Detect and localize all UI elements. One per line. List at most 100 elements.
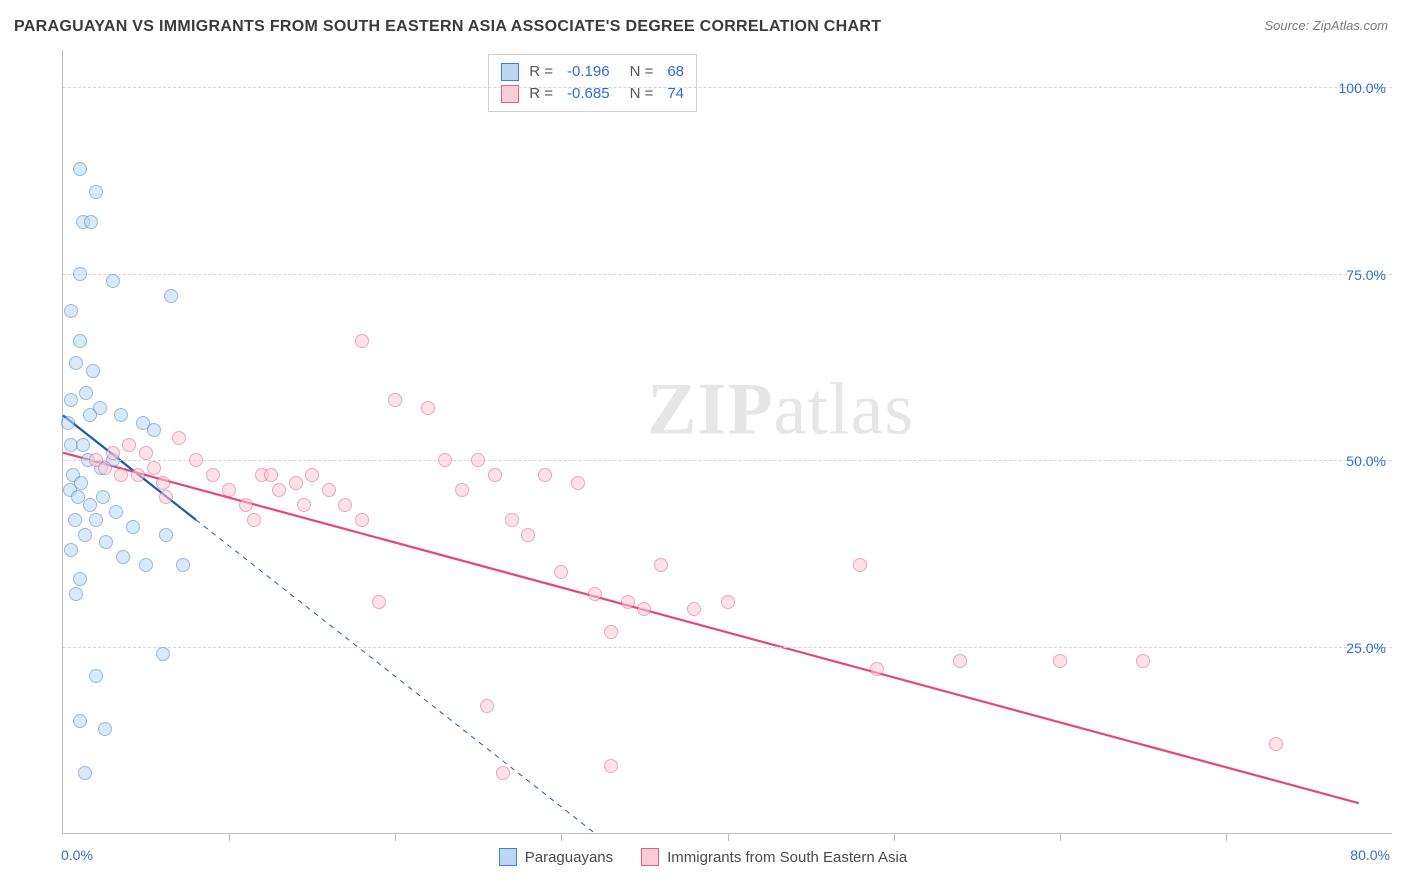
scatter-point (156, 647, 170, 661)
x-tick (561, 833, 562, 841)
scatter-point (1053, 654, 1067, 668)
y-tick-label: 100.0% (1339, 80, 1386, 96)
scatter-point (953, 654, 967, 668)
scatter-point (69, 356, 83, 370)
scatter-point (84, 215, 98, 229)
scatter-point (496, 766, 510, 780)
scatter-point (305, 468, 319, 482)
legend-label-pink: Immigrants from South Eastern Asia (667, 849, 907, 866)
r-value-blue: -0.196 (567, 61, 610, 83)
scatter-point (64, 393, 78, 407)
scatter-point (83, 498, 97, 512)
scatter-point (505, 513, 519, 527)
y-tick-label: 50.0% (1346, 453, 1386, 469)
scatter-point (388, 393, 402, 407)
scatter-point (139, 446, 153, 460)
scatter-point (853, 558, 867, 572)
x-tick (229, 833, 230, 841)
x-tick (728, 833, 729, 841)
scatter-point (64, 304, 78, 318)
scatter-point (189, 453, 203, 467)
scatter-point (159, 490, 173, 504)
scatter-point (272, 483, 286, 497)
scatter-point (68, 513, 82, 527)
scatter-point (156, 476, 170, 490)
legend-row-blue: R = -0.196 N = 68 (501, 61, 684, 83)
y-tick-label: 25.0% (1346, 640, 1386, 656)
scatter-point (471, 453, 485, 467)
scatter-point (554, 565, 568, 579)
scatter-point (131, 468, 145, 482)
scatter-point (122, 438, 136, 452)
gridline: 50.0% (63, 460, 1392, 461)
gridline: 75.0% (63, 274, 1392, 275)
scatter-point (106, 446, 120, 460)
scatter-point (89, 669, 103, 683)
scatter-point (355, 513, 369, 527)
blue-swatch (501, 63, 519, 81)
scatter-point (206, 468, 220, 482)
scatter-point (247, 513, 261, 527)
plot-area: ZIPatlas R = -0.196 N = 68 R = -0.685 N … (62, 50, 1392, 834)
x-tick (894, 833, 895, 841)
scatter-point (222, 483, 236, 497)
gridline: 100.0% (63, 87, 1392, 88)
scatter-point (264, 468, 278, 482)
scatter-point (164, 289, 178, 303)
scatter-point (139, 558, 153, 572)
correlation-legend: R = -0.196 N = 68 R = -0.685 N = 74 (488, 54, 697, 112)
blue-swatch (499, 848, 517, 866)
scatter-point (571, 476, 585, 490)
scatter-point (421, 401, 435, 415)
scatter-point (721, 595, 735, 609)
scatter-point (126, 520, 140, 534)
scatter-point (289, 476, 303, 490)
scatter-point (89, 185, 103, 199)
scatter-point (488, 468, 502, 482)
legend-item-pink: Immigrants from South Eastern Asia (641, 848, 907, 866)
scatter-point (438, 453, 452, 467)
scatter-point (64, 543, 78, 557)
scatter-point (114, 408, 128, 422)
scatter-point (604, 625, 618, 639)
scatter-point (538, 468, 552, 482)
scatter-point (159, 528, 173, 542)
scatter-point (73, 572, 87, 586)
scatter-point (604, 759, 618, 773)
scatter-point (86, 364, 100, 378)
scatter-point (83, 408, 97, 422)
r-label: R = (529, 61, 553, 83)
scatter-point (106, 274, 120, 288)
scatter-point (69, 587, 83, 601)
scatter-point (116, 550, 130, 564)
scatter-point (73, 267, 87, 281)
scatter-point (96, 490, 110, 504)
scatter-point (73, 334, 87, 348)
series-legend: Paraguayans Immigrants from South Easter… (14, 848, 1392, 866)
scatter-point (114, 468, 128, 482)
legend-item-blue: Paraguayans (499, 848, 613, 866)
x-tick (1060, 833, 1061, 841)
scatter-point (176, 558, 190, 572)
trend-lines (63, 50, 1392, 833)
scatter-point (455, 483, 469, 497)
scatter-point (355, 334, 369, 348)
scatter-point (588, 587, 602, 601)
scatter-point (99, 535, 113, 549)
scatter-point (322, 483, 336, 497)
scatter-point (76, 438, 90, 452)
scatter-point (78, 528, 92, 542)
scatter-point (1269, 737, 1283, 751)
scatter-point (870, 662, 884, 676)
scatter-point (147, 423, 161, 437)
scatter-point (78, 766, 92, 780)
scatter-point (1136, 654, 1150, 668)
scatter-point (621, 595, 635, 609)
pink-swatch (641, 848, 659, 866)
n-label: N = (630, 61, 654, 83)
scatter-point (61, 416, 75, 430)
scatter-point (109, 505, 123, 519)
scatter-point (637, 602, 651, 616)
scatter-point (372, 595, 386, 609)
legend-label-blue: Paraguayans (525, 849, 613, 866)
